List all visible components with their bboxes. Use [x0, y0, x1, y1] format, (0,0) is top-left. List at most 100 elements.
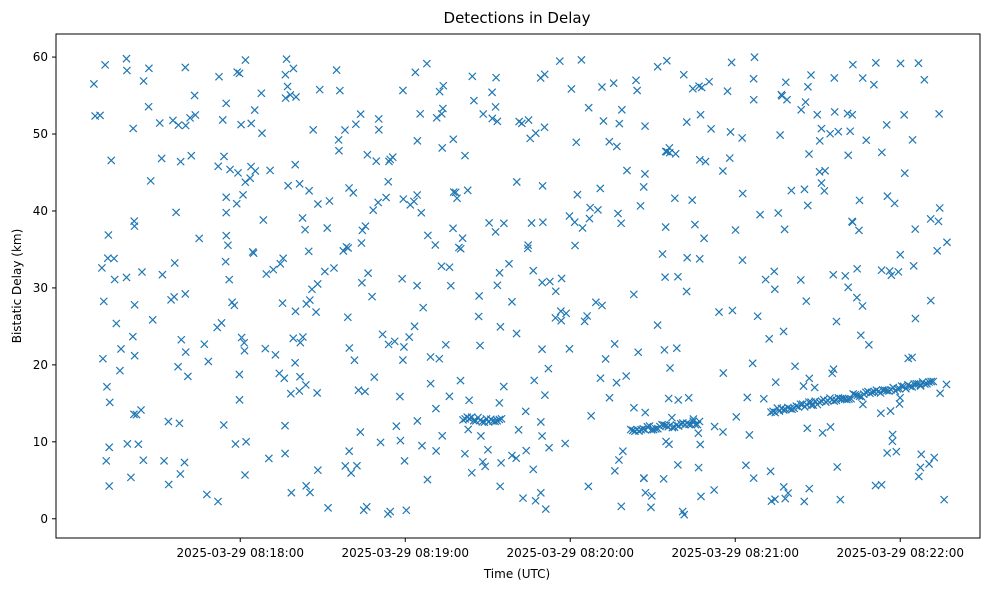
data-point	[518, 494, 528, 503]
data-point	[382, 193, 391, 202]
data-point	[479, 109, 488, 119]
data-point	[538, 431, 547, 441]
data-point	[885, 267, 894, 276]
data-point	[239, 190, 248, 199]
data-point	[334, 135, 343, 144]
data-point	[126, 473, 135, 482]
data-point	[930, 453, 939, 462]
data-point	[129, 410, 138, 419]
data-point	[896, 59, 905, 68]
data-point	[803, 82, 812, 91]
data-point	[830, 107, 839, 116]
data-point	[157, 154, 166, 163]
data-point	[376, 438, 385, 447]
data-point	[848, 60, 857, 69]
data-point	[222, 99, 231, 108]
data-point	[144, 102, 153, 111]
data-point	[830, 73, 839, 82]
data-point	[400, 456, 409, 465]
data-point	[282, 55, 291, 64]
data-point	[281, 70, 290, 79]
data-point	[413, 136, 422, 145]
data-point	[291, 307, 300, 316]
data-point	[802, 297, 811, 306]
data-point	[877, 148, 886, 157]
data-point	[536, 73, 545, 82]
data-point	[674, 395, 683, 404]
data-point	[481, 462, 490, 471]
data-point	[640, 169, 649, 178]
data-point	[438, 143, 447, 152]
data-point	[916, 463, 925, 472]
data-point	[665, 363, 675, 372]
data-point	[398, 274, 407, 283]
data-point	[556, 307, 565, 316]
data-point	[664, 394, 673, 403]
data-point	[313, 466, 322, 475]
data-point	[499, 382, 508, 391]
data-point	[788, 405, 797, 414]
data-point	[748, 359, 757, 368]
data-point	[738, 256, 747, 265]
data-point	[374, 114, 383, 123]
data-point	[413, 281, 422, 290]
data-point	[235, 69, 244, 78]
data-point	[183, 372, 192, 381]
data-point	[491, 417, 500, 426]
data-point	[803, 424, 812, 433]
data-point	[474, 312, 483, 321]
data-point	[615, 119, 624, 128]
data-point	[514, 425, 523, 434]
data-point	[112, 319, 121, 328]
data-point	[350, 356, 359, 365]
x-axis-label: Time (UTC)	[483, 567, 550, 581]
data-point	[395, 392, 404, 401]
data-point	[507, 451, 516, 460]
data-point	[475, 291, 484, 300]
data-point	[325, 196, 334, 205]
data-point	[250, 106, 259, 115]
data-point	[102, 382, 111, 391]
data-point	[116, 344, 126, 353]
x-axis-ticks: 2025-03-29 08:18:00 2025-03-29 08:19:00 20…	[177, 538, 964, 560]
data-point	[139, 76, 148, 85]
data-point	[909, 261, 918, 270]
data-point	[787, 186, 796, 195]
data-point	[295, 372, 305, 381]
data-point	[223, 241, 232, 250]
data-point	[767, 497, 776, 506]
data-point	[609, 79, 618, 88]
data-point	[386, 155, 395, 164]
data-point	[844, 395, 853, 404]
data-point	[276, 259, 285, 268]
data-point	[530, 376, 539, 385]
x-tick-label: 2025-03-29 08:22:00	[837, 546, 964, 560]
data-point	[130, 222, 139, 231]
data-point	[289, 64, 298, 73]
data-point	[302, 481, 311, 490]
y-tick-label: 0	[40, 512, 48, 526]
data-point	[202, 490, 211, 499]
data-point	[488, 114, 497, 123]
data-point	[146, 176, 155, 185]
data-point	[815, 136, 824, 145]
data-point	[261, 344, 270, 353]
data-point	[296, 338, 305, 347]
data-point	[507, 297, 516, 306]
data-point	[411, 68, 420, 77]
data-point	[804, 150, 814, 159]
data-point	[679, 70, 688, 79]
x-tick-label: 2025-03-29 08:21:00	[672, 546, 799, 560]
data-point	[688, 196, 697, 205]
data-point	[584, 482, 593, 491]
data-point	[354, 386, 363, 395]
data-point	[882, 120, 891, 129]
data-point	[926, 296, 935, 305]
data-point	[877, 480, 886, 489]
data-point	[313, 199, 322, 209]
data-point	[695, 82, 704, 91]
data-point	[449, 188, 458, 197]
data-point	[719, 369, 728, 378]
data-point	[368, 292, 377, 301]
y-tick-label: 50	[33, 127, 48, 141]
